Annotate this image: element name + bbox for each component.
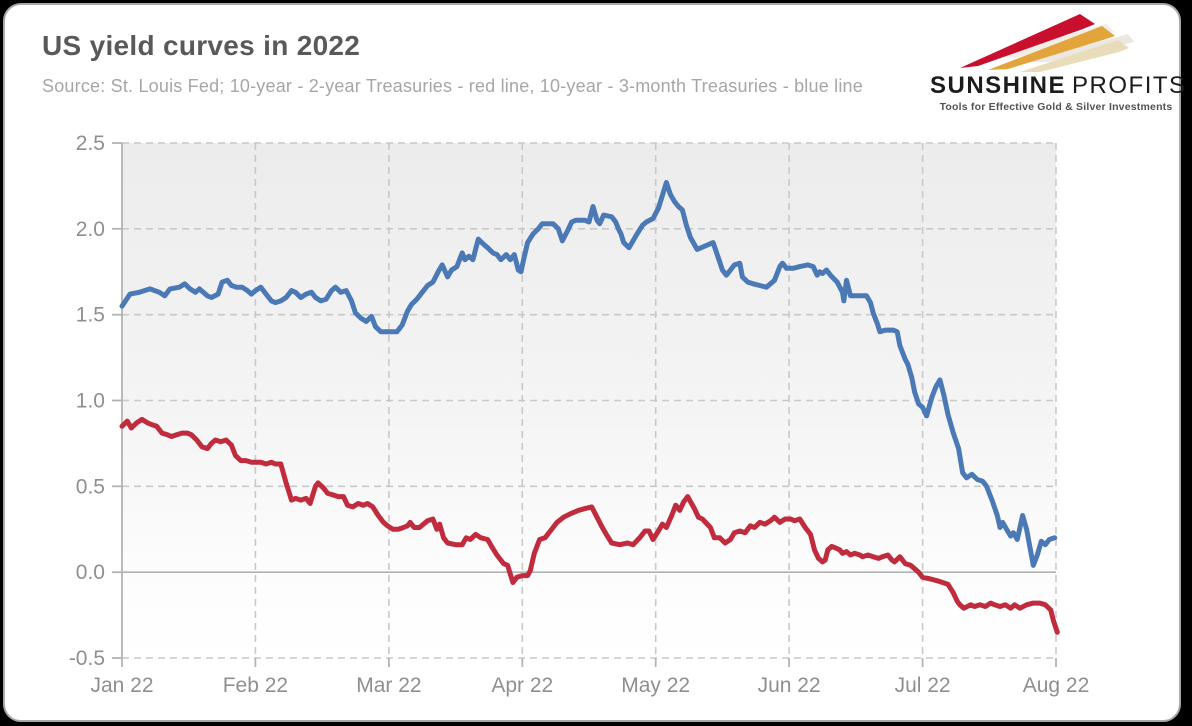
logo-name-bold: SUNSHINE: [930, 72, 1067, 99]
y-tick-label: 2.5: [76, 132, 105, 155]
blue-line-10y-minus-3m: [119, 180, 1058, 568]
x-tick-label: Jan 22: [90, 674, 153, 697]
logo-tagline: Tools for Effective Gold & Silver Invest…: [939, 101, 1173, 113]
red-line-10y-minus-2y: [119, 416, 1060, 635]
x-tick-label: Apr 22: [491, 674, 553, 697]
axis-tick-labels: 2.5 2.0 1.5 1.0 0.5 0.0 -0.5 Jan 22 Feb 22 Mar 22…: [69, 132, 1089, 697]
page-subtitle: Source: St. Louis Fed; 10-year - 2-year …: [42, 76, 863, 96]
y-tick-label: 0.5: [76, 475, 105, 498]
y-tick-label: 1.0: [76, 390, 105, 413]
plot-gridlines: [122, 142, 1057, 659]
x-tick-label: Jun 22: [758, 674, 821, 697]
series-lines: [119, 180, 1060, 635]
x-tick-label: Mar 22: [356, 674, 421, 697]
y-tick-label: 1.5: [76, 304, 105, 327]
plot-axes-and-ticks: [112, 142, 1057, 667]
y-tick-label: 0.0: [76, 561, 105, 584]
logo-name: SUNSHINE PROFITS: [930, 72, 1185, 99]
logo-name-light: PROFITS: [1072, 72, 1187, 99]
logo-arrows-icon: [960, 14, 1134, 72]
y-tick-label: 2.0: [76, 218, 105, 241]
x-tick-label: Aug 22: [1023, 674, 1090, 697]
x-tick-label: May 22: [621, 674, 690, 697]
x-tick-label: Jul 22: [895, 674, 951, 697]
page-title: US yield curves in 2022: [42, 30, 361, 61]
sunshine-profits-logo: SUNSHINE PROFITS Tools for Effective Gold…: [930, 12, 1185, 113]
y-tick-label: -0.5: [69, 647, 105, 670]
x-tick-label: Feb 22: [223, 674, 288, 697]
